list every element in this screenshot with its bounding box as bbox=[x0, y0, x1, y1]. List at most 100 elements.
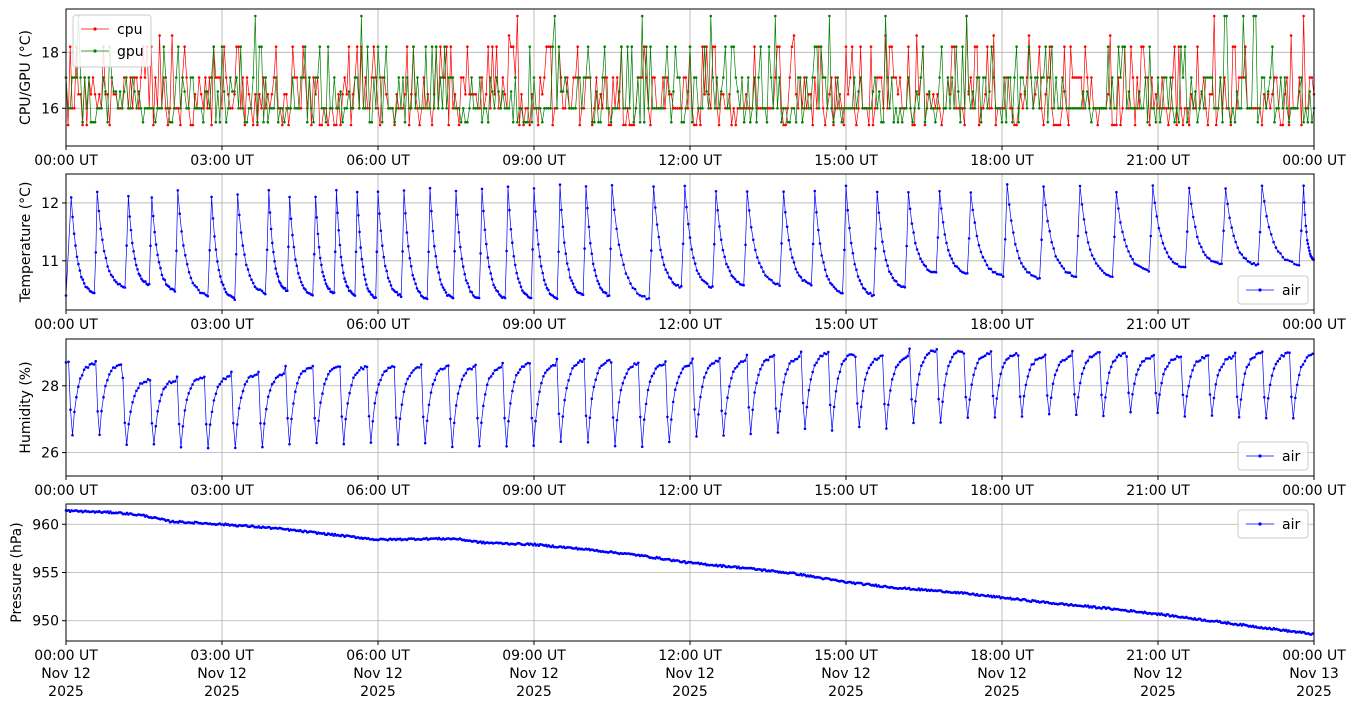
data-point bbox=[70, 76, 74, 79]
data-point bbox=[324, 282, 328, 286]
data-point bbox=[478, 107, 482, 110]
data-point bbox=[95, 190, 99, 194]
data-point bbox=[986, 45, 989, 48]
data-point bbox=[217, 268, 221, 272]
data-point bbox=[97, 209, 101, 213]
x-tick-label: 03:00 UT bbox=[190, 153, 254, 169]
data-point bbox=[389, 107, 392, 110]
data-point bbox=[187, 392, 190, 395]
data-point bbox=[1072, 275, 1076, 278]
data-point bbox=[715, 76, 719, 79]
data-point bbox=[856, 402, 859, 405]
data-point bbox=[923, 356, 927, 360]
data-point bbox=[861, 107, 864, 110]
data-point bbox=[288, 195, 291, 199]
data-point bbox=[437, 107, 440, 110]
data-point bbox=[982, 355, 985, 359]
data-point bbox=[489, 375, 493, 378]
data-point bbox=[1135, 373, 1138, 376]
data-point bbox=[1123, 45, 1126, 48]
data-point bbox=[1192, 107, 1195, 110]
data-point bbox=[807, 388, 811, 392]
data-point bbox=[767, 107, 771, 110]
data-point bbox=[1306, 242, 1310, 245]
x-tick-date: Nov 12 bbox=[197, 666, 247, 682]
data-point bbox=[576, 45, 579, 48]
data-point bbox=[744, 243, 747, 247]
data-point bbox=[412, 369, 415, 372]
data-point bbox=[183, 90, 186, 93]
data-point bbox=[405, 231, 409, 234]
data-point bbox=[1275, 107, 1278, 110]
data-point bbox=[890, 76, 894, 79]
data-point bbox=[478, 76, 482, 79]
data-point bbox=[534, 210, 537, 213]
data-point bbox=[1263, 396, 1266, 399]
x-tick-label: 09:00 UT bbox=[502, 483, 566, 499]
data-point bbox=[796, 107, 800, 110]
data-point bbox=[131, 107, 134, 110]
data-point bbox=[512, 254, 516, 258]
data-point bbox=[705, 45, 708, 48]
data-point bbox=[312, 252, 316, 256]
data-point bbox=[511, 120, 515, 124]
data-point bbox=[972, 373, 975, 377]
data-point bbox=[463, 272, 467, 276]
data-point bbox=[458, 384, 462, 388]
data-point bbox=[466, 45, 469, 48]
data-point bbox=[1138, 90, 1141, 93]
data-point bbox=[940, 45, 943, 48]
data-point bbox=[310, 123, 313, 127]
data-point bbox=[1187, 107, 1191, 110]
data-point bbox=[493, 107, 496, 110]
data-point bbox=[684, 76, 688, 79]
data-point bbox=[549, 365, 553, 368]
data-point bbox=[1121, 45, 1124, 48]
data-point bbox=[734, 76, 738, 79]
data-point bbox=[1238, 251, 1242, 254]
data-point bbox=[1309, 353, 1313, 357]
data-point bbox=[208, 423, 212, 426]
data-point bbox=[618, 107, 621, 110]
data-point bbox=[210, 410, 214, 414]
data-point bbox=[838, 370, 842, 374]
data-point bbox=[166, 107, 170, 110]
data-point bbox=[884, 258, 888, 262]
data-point bbox=[375, 391, 379, 394]
data-point bbox=[1194, 107, 1197, 110]
data-point bbox=[398, 293, 402, 296]
data-point bbox=[233, 93, 236, 96]
data-point bbox=[1295, 263, 1298, 267]
data-point bbox=[599, 120, 602, 124]
data-point bbox=[360, 14, 363, 18]
data-point bbox=[535, 229, 539, 232]
data-point bbox=[751, 107, 754, 110]
data-point bbox=[723, 255, 726, 259]
data-point bbox=[216, 76, 220, 79]
data-point bbox=[318, 256, 322, 260]
data-point bbox=[805, 76, 808, 79]
data-point bbox=[351, 107, 355, 110]
data-point bbox=[1040, 76, 1043, 79]
data-point bbox=[294, 258, 297, 261]
data-point bbox=[1226, 202, 1229, 206]
data-point bbox=[1052, 123, 1056, 127]
data-point bbox=[1232, 354, 1235, 358]
data-point bbox=[1286, 258, 1289, 262]
data-point bbox=[191, 76, 195, 79]
data-point bbox=[640, 294, 644, 298]
data-point bbox=[547, 367, 551, 370]
data-point bbox=[934, 120, 937, 124]
data-point bbox=[336, 365, 340, 368]
x-tick-label: 00:00 UT bbox=[1282, 153, 1346, 169]
data-point bbox=[788, 362, 791, 365]
data-point bbox=[966, 416, 970, 419]
data-point bbox=[1292, 416, 1295, 420]
data-point bbox=[593, 120, 596, 124]
data-point bbox=[232, 421, 235, 425]
data-point bbox=[364, 278, 367, 281]
data-point bbox=[971, 107, 975, 110]
data-point bbox=[634, 107, 638, 110]
x-tick-label: 00:00 UT bbox=[1282, 483, 1346, 499]
data-point bbox=[403, 120, 407, 124]
